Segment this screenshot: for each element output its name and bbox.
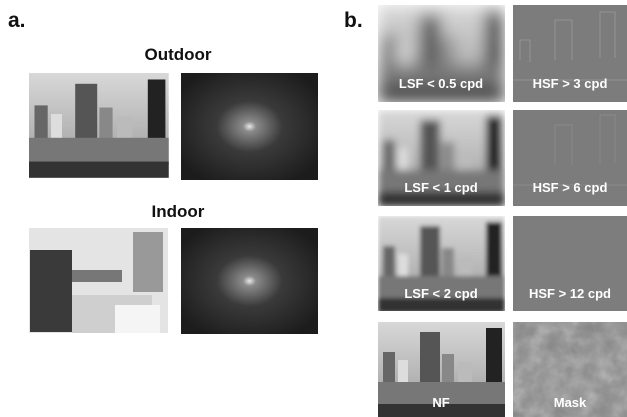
tile-label: LSF < 1 cpd: [404, 180, 477, 195]
nf-tile: NF: [378, 322, 505, 417]
lsf-tile: LSF < 2 cpd: [378, 216, 505, 313]
lsf-tile: LSF < 1 cpd: [378, 110, 505, 207]
lsf-tile: LSF < 0.5 cpd: [378, 5, 505, 102]
row-title: Indoor: [152, 202, 205, 221]
mask-tile: Mask: [513, 322, 627, 417]
tile-label: LSF < 2 cpd: [404, 286, 477, 301]
indoor-spectrum: [181, 228, 318, 334]
outdoor-photo: [29, 73, 169, 178]
panel-label: b.: [344, 9, 363, 32]
hsf-tile: HSF > 6 cpd: [513, 110, 627, 206]
tile-label: HSF > 12 cpd: [529, 286, 611, 301]
indoor-photo: [29, 228, 168, 333]
hsf-tile: HSF > 12 cpd: [513, 216, 627, 311]
row-title: Outdoor: [144, 45, 211, 64]
tile-label: Mask: [554, 395, 587, 410]
figure: a. b. Outdoor Indoor LSF < 0.5 cpd HSF >…: [0, 0, 627, 417]
tile-label: HSF > 3 cpd: [533, 76, 608, 91]
tile-label: LSF < 0.5 cpd: [399, 76, 483, 91]
outdoor-spectrum: [181, 73, 318, 180]
hsf-tile: HSF > 3 cpd: [513, 5, 627, 102]
tile-label: HSF > 6 cpd: [533, 180, 608, 195]
panel-label: a.: [8, 9, 26, 32]
tile-label: NF: [432, 395, 449, 410]
